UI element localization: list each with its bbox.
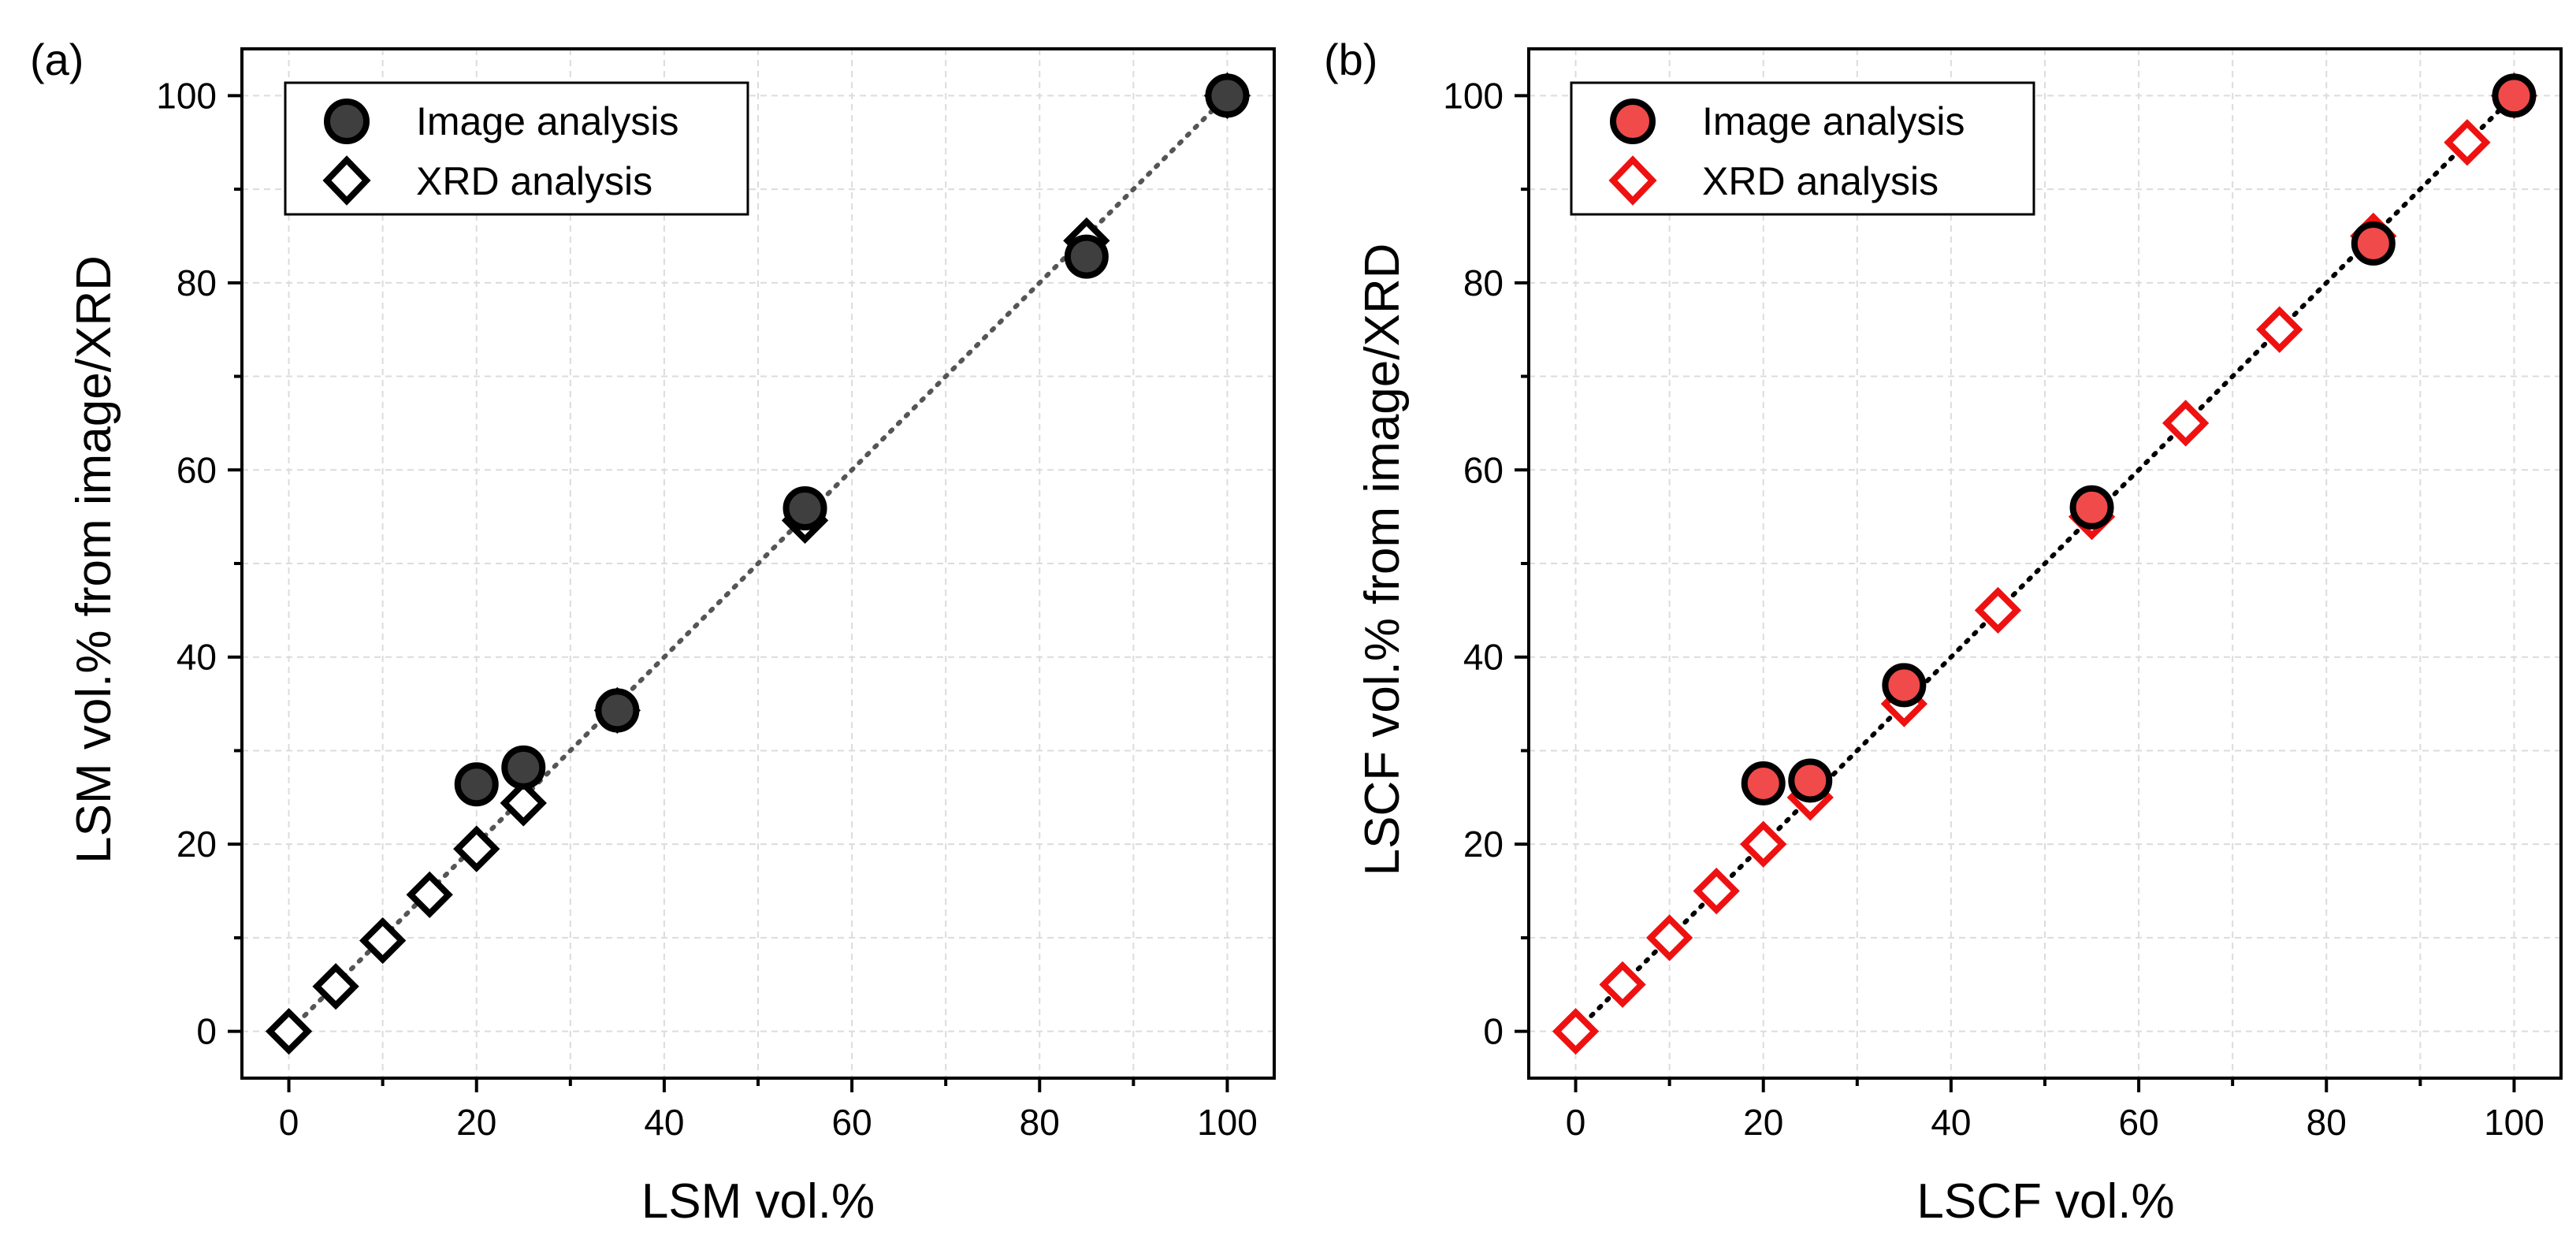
panel-a-y-tick-label: 80 (177, 262, 217, 303)
panel-b-y-tick-label: 0 (1483, 1011, 1504, 1052)
panel-a-y-tick-label: 40 (177, 637, 217, 678)
panel-a-legend-circle-marker (324, 99, 370, 144)
panel-b-y-tick-label: 40 (1463, 637, 1504, 678)
panel-b-image-analysis-point (2069, 485, 2114, 530)
panel-a-image-analysis-point (1064, 234, 1109, 279)
panel-b-x-tick-label: 80 (2307, 1102, 2347, 1143)
panel-b-xrd-analysis-point (2256, 306, 2303, 353)
panel-a-label: (a) (30, 35, 84, 84)
panel-b-image-analysis-point (2492, 73, 2537, 118)
panel-a-legend-label-image: Image analysis (416, 99, 679, 143)
panel-b-image-analysis-point (1741, 761, 1786, 806)
panel-b-image-analysis-point (1882, 663, 1927, 708)
panel-a: (a) LSM vol.% LSM vol.% from image/XRD 0… (30, 35, 1276, 1229)
panel-b-xrd-analysis-point (2444, 119, 2491, 166)
panel-b-y-tick-label: 20 (1463, 824, 1504, 865)
panel-a-x-tick-label: 20 (456, 1102, 496, 1143)
panel-b-legend: Image analysis XRD analysis (1570, 81, 2035, 216)
panel-a-image-analysis-point (595, 688, 640, 733)
panel-a-legend-diamond-marker (322, 155, 371, 206)
panel-b-x-tick-label: 60 (2119, 1102, 2159, 1143)
panel-b-xrd-analysis-point (1740, 820, 1787, 868)
panel-b-y-tick-label: 80 (1463, 262, 1504, 303)
panel-a-y-tick-label: 0 (196, 1011, 217, 1052)
panel-a-image-analysis-point (454, 762, 499, 807)
panel-b-image-analysis-point (2351, 221, 2396, 266)
panel-a-x-tick-label: 60 (832, 1102, 872, 1143)
panel-a-legend-label-xrd: XRD analysis (416, 159, 652, 203)
panel-a-image-analysis-point (782, 485, 827, 530)
panel-b-x-tick-label: 40 (1931, 1102, 1971, 1143)
panel-b-y-tick-label: 100 (1443, 75, 1504, 116)
panel-b-legend-label-xrd: XRD analysis (1702, 159, 1939, 203)
panel-a-xrd-analysis-point (312, 962, 359, 1010)
panel-b-x-tick-label: 20 (1743, 1102, 1783, 1143)
panel-b-xrd-analysis-point (1599, 961, 1646, 1008)
panel-a-x-tick-label: 80 (1020, 1102, 1060, 1143)
panel-b-xrd-analysis-point (2162, 400, 2210, 447)
panel-b-x-axis-title: LSCF vol.% (1916, 1174, 2174, 1229)
panel-a-x-tick-label: 100 (1197, 1102, 1258, 1143)
panel-a-image-analysis-point (501, 745, 546, 790)
panel-a-x-axis-title: LSM vol.% (641, 1174, 875, 1229)
panel-b-legend-box (1570, 81, 2035, 216)
panel-a-x-tick-label: 0 (279, 1102, 299, 1143)
panel-b-plot-area: 0 20 40 60 80 100 0 20 40 60 80 100 (1443, 47, 2563, 1143)
panel-a-y-axis-title: LSM vol.% from image/XRD (67, 255, 121, 864)
panel-b-x-tick-label: 0 (1566, 1102, 1586, 1143)
panel-b-xrd-analysis-point (1552, 1007, 1600, 1055)
panel-a-legend-box (284, 81, 749, 216)
panel-b-xrd-analysis-point (1693, 867, 1740, 915)
panel-b-legend-diamond-marker (1608, 155, 1657, 206)
panel-b-label: (b) (1324, 35, 1377, 84)
panel-a-xrd-analysis-point (265, 1007, 313, 1055)
panel-b-x-tick-label: 100 (2484, 1102, 2544, 1143)
panel-a-y-tick-label: 20 (177, 824, 217, 865)
panel-a-xrd-analysis-point (453, 825, 500, 872)
panel-a-x-tick-label: 40 (644, 1102, 684, 1143)
panel-a-xrd-analysis-point (406, 871, 453, 918)
panel-b-y-tick-label: 60 (1463, 449, 1504, 490)
panel-b-y-axis-title: LSCF vol.% from image/XRD (1355, 244, 1410, 876)
panel-b-xrd-analysis-point (1974, 586, 2022, 634)
panel-a-image-analysis-point (1205, 73, 1250, 118)
panel-a-y-tick-label: 60 (177, 449, 217, 490)
panel-b-legend-label-image: Image analysis (1702, 99, 1965, 143)
panel-b: (b) LSCF vol.% LSCF vol.% from image/XRD… (1324, 35, 2563, 1229)
panel-a-xrd-analysis-point (500, 779, 547, 827)
panel-a-plot-area: 0 20 40 60 80 100 0 20 40 60 80 100 (156, 47, 1276, 1143)
panel-a-xrd-analysis-point (359, 917, 407, 965)
panel-b-legend-circle-marker (1610, 99, 1656, 144)
panel-a-y-tick-label: 100 (156, 75, 217, 116)
panel-b-image-analysis-point (1788, 758, 1833, 803)
panel-b-xrd-analysis-point (1645, 914, 1693, 961)
panel-a-legend: Image analysis XRD analysis (284, 81, 749, 216)
